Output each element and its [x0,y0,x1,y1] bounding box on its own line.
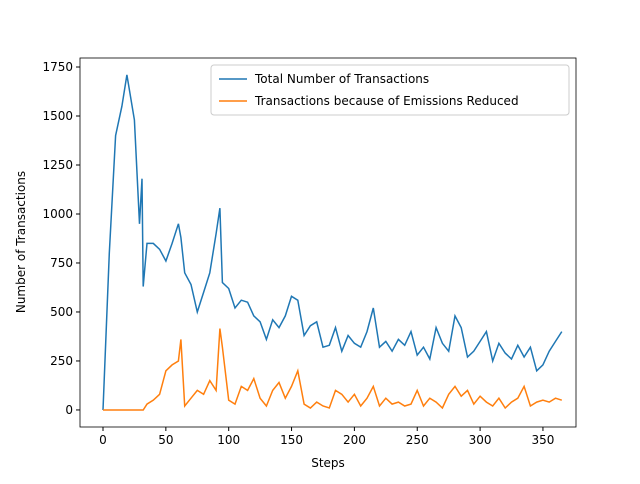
line [103,328,563,411]
legend-box [210,64,570,116]
plot-frame [79,57,577,428]
y-tick-label: 1000 [42,207,73,221]
y-tick-label: 750 [50,256,73,270]
y-tick-label: 250 [50,354,73,368]
y-tick-label: 1750 [42,60,73,74]
y-tick-label: 500 [50,305,73,319]
legend-label: Total Number of Transactions [254,72,429,86]
x-tick-label: 50 [158,433,173,447]
line [102,74,563,411]
y-tick-label: 1500 [42,109,73,123]
x-tick-label: 100 [217,433,240,447]
y-tick-label: 1250 [42,158,73,172]
x-tick-label: 200 [343,433,366,447]
x-axis-label: Steps [311,456,345,470]
y-axis-label: Number of Transactions [14,171,28,313]
x-tick-label: 300 [469,433,492,447]
y-tick-label: 0 [65,403,73,417]
legend-label: Transactions because of Emissions Reduce… [254,94,519,108]
x-tick-label: 350 [531,433,554,447]
x-tick-label: 250 [406,433,429,447]
legend: Total Number of Transactions Transactions… [210,64,570,116]
x-tick-label: 150 [280,433,303,447]
x-tick-label: 0 [99,433,107,447]
